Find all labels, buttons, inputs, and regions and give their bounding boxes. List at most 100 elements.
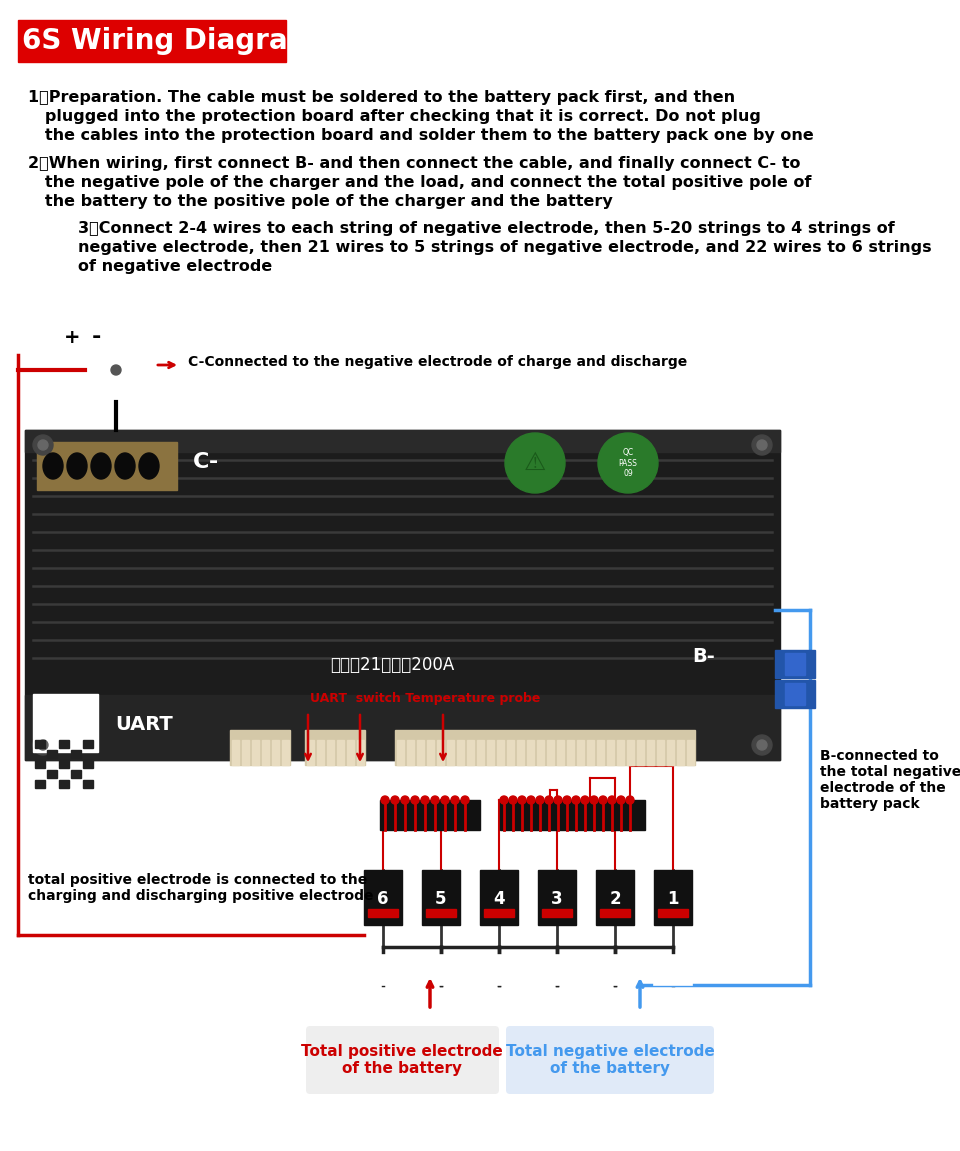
Bar xyxy=(364,955,402,985)
Bar xyxy=(272,740,279,765)
Bar xyxy=(637,740,644,765)
Bar xyxy=(18,20,286,62)
Circle shape xyxy=(500,796,508,805)
Bar xyxy=(368,909,398,917)
Bar xyxy=(542,909,572,917)
Circle shape xyxy=(401,796,409,805)
Bar xyxy=(654,870,692,925)
Bar xyxy=(47,750,57,759)
Text: 1、Preparation. The cable must be soldered to the battery pack first, and then: 1、Preparation. The cable must be soldere… xyxy=(28,90,735,105)
Text: 5: 5 xyxy=(435,890,446,908)
FancyBboxPatch shape xyxy=(506,1026,714,1093)
Bar xyxy=(484,909,514,917)
Bar xyxy=(357,740,364,765)
Bar xyxy=(422,955,460,985)
Bar xyxy=(427,740,434,765)
Circle shape xyxy=(33,435,53,455)
Text: of negative electrode: of negative electrode xyxy=(78,259,273,274)
Bar xyxy=(282,740,289,765)
Bar xyxy=(47,770,57,778)
Bar xyxy=(577,740,584,765)
Bar xyxy=(380,800,480,830)
Bar xyxy=(83,740,93,748)
Bar xyxy=(407,740,414,765)
Bar xyxy=(600,909,630,917)
Bar xyxy=(59,780,69,788)
Text: 6: 6 xyxy=(377,890,389,908)
Bar xyxy=(426,909,456,917)
Circle shape xyxy=(545,796,553,805)
Circle shape xyxy=(563,796,571,805)
Bar xyxy=(480,870,518,925)
Circle shape xyxy=(33,735,53,755)
Bar xyxy=(422,870,460,925)
Bar xyxy=(307,740,314,765)
Text: 4: 4 xyxy=(493,890,505,908)
Circle shape xyxy=(757,740,767,750)
Bar xyxy=(337,740,344,765)
Text: UART: UART xyxy=(115,715,173,734)
Text: B-connected to
the total negative
electrode of the
battery pack: B-connected to the total negative electr… xyxy=(820,748,960,811)
Circle shape xyxy=(381,796,389,805)
Text: +: + xyxy=(63,328,81,346)
Bar xyxy=(567,740,574,765)
Text: B-: B- xyxy=(692,647,715,666)
Text: C-Connected to the negative electrode of charge and discharge: C-Connected to the negative electrode of… xyxy=(188,355,687,369)
Bar xyxy=(627,740,634,765)
Ellipse shape xyxy=(67,453,87,479)
Bar xyxy=(317,740,324,765)
Bar xyxy=(397,740,404,765)
Ellipse shape xyxy=(91,453,111,479)
Circle shape xyxy=(590,796,598,805)
Text: 1: 1 xyxy=(667,890,679,908)
Bar xyxy=(687,740,694,765)
Bar xyxy=(477,740,484,765)
Text: 2、When wiring, first connect B- and then connect the cable, and finally connect : 2、When wiring, first connect B- and then… xyxy=(28,157,801,171)
Bar xyxy=(487,740,494,765)
Circle shape xyxy=(554,796,562,805)
Circle shape xyxy=(411,796,419,805)
Circle shape xyxy=(626,796,634,805)
Bar xyxy=(83,780,93,788)
Bar xyxy=(447,740,454,765)
Circle shape xyxy=(38,740,48,750)
Bar xyxy=(232,740,239,765)
Circle shape xyxy=(461,796,469,805)
Circle shape xyxy=(752,735,772,755)
Text: the negative pole of the charger and the load, and connect the total positive po: the negative pole of the charger and the… xyxy=(28,175,811,190)
Circle shape xyxy=(431,796,439,805)
Bar xyxy=(242,740,249,765)
Ellipse shape xyxy=(115,453,135,479)
Circle shape xyxy=(757,440,767,450)
Bar xyxy=(507,740,514,765)
Circle shape xyxy=(441,796,449,805)
Ellipse shape xyxy=(43,453,63,479)
Bar xyxy=(667,740,674,765)
FancyBboxPatch shape xyxy=(306,1026,499,1093)
Bar xyxy=(785,683,805,706)
Bar xyxy=(775,650,815,678)
Circle shape xyxy=(617,796,625,805)
Bar xyxy=(500,800,645,830)
Text: the battery to the positive pole of the charger and the battery: the battery to the positive pole of the … xyxy=(28,195,612,209)
Bar xyxy=(557,740,564,765)
Bar xyxy=(35,760,45,768)
Bar xyxy=(417,740,424,765)
Bar xyxy=(59,740,69,748)
Bar xyxy=(607,740,614,765)
Bar xyxy=(785,653,805,674)
Bar xyxy=(538,870,576,925)
Bar xyxy=(437,740,444,765)
Circle shape xyxy=(451,796,459,805)
Text: negative electrode, then 21 wires to 5 strings of negative electrode, and 22 wir: negative electrode, then 21 wires to 5 s… xyxy=(78,241,931,256)
Bar xyxy=(527,740,534,765)
Bar xyxy=(587,740,594,765)
Bar xyxy=(83,760,93,768)
Circle shape xyxy=(505,433,565,493)
Text: total positive electrode is connected to the
charging and discharging positive e: total positive electrode is connected to… xyxy=(28,872,373,904)
Text: the cables into the protection board and solder them to the battery pack one by : the cables into the protection board and… xyxy=(28,128,814,143)
Circle shape xyxy=(536,796,544,805)
Bar xyxy=(654,955,692,985)
Bar xyxy=(262,740,269,765)
Circle shape xyxy=(518,796,526,805)
